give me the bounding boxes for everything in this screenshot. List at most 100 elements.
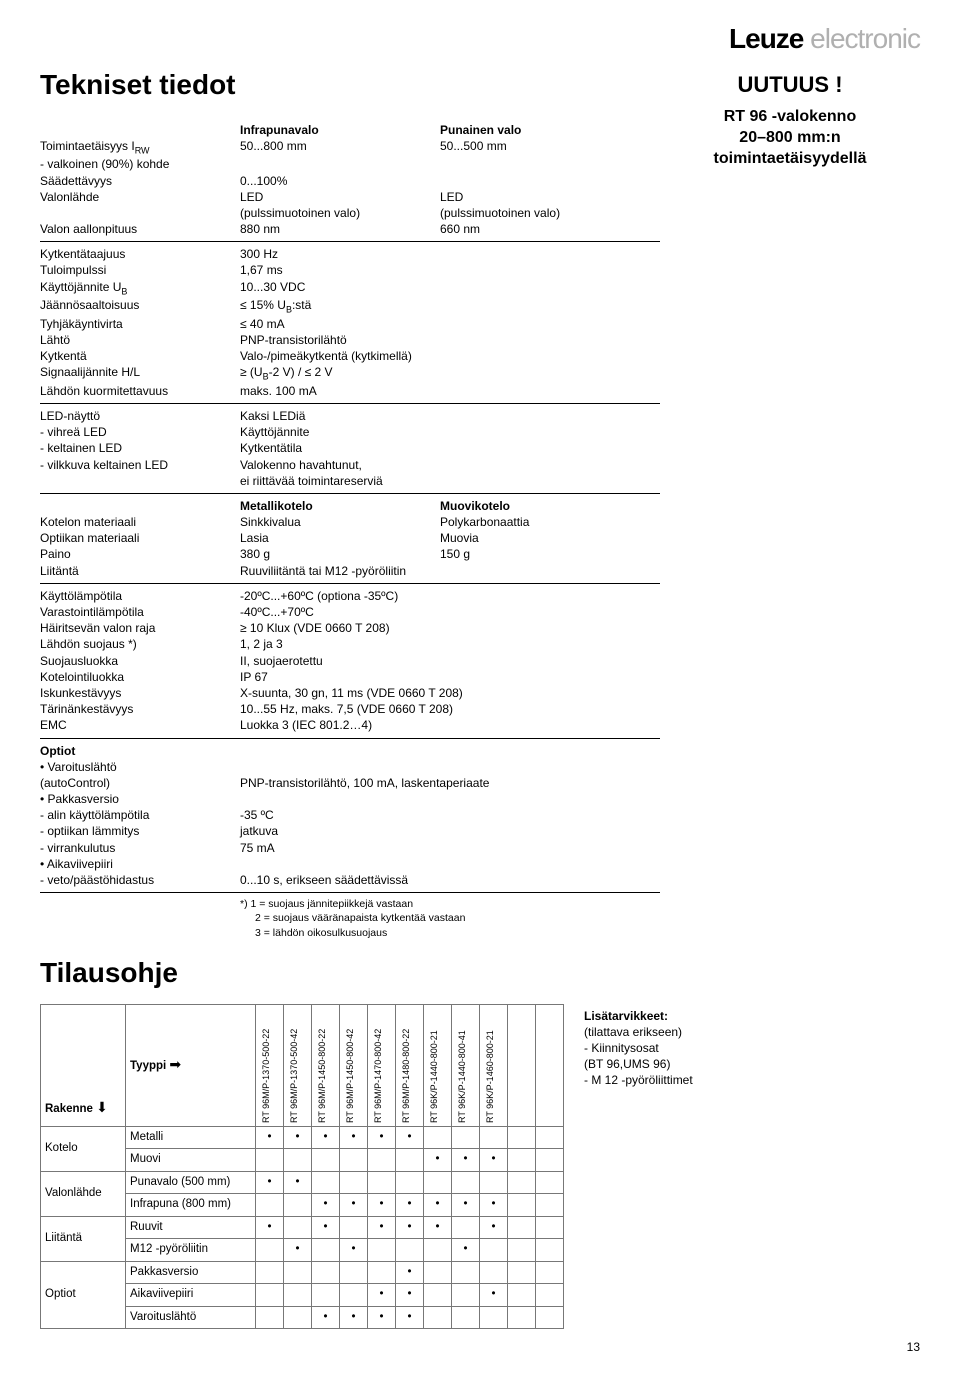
ambient-label: Häiritsevän valon raja [40, 620, 240, 636]
conn-label: Liitäntä [40, 563, 240, 579]
optics-metal: Lasia [240, 530, 440, 546]
shock-value: X-suunta, 30 gn, 11 ms (VDE 0660 T 208) [240, 685, 660, 701]
spec-block-environmental: Käyttölämpötila-20ºC...+60ºC (optiona -3… [40, 584, 660, 739]
order-dot: • [340, 1239, 368, 1262]
callout-line2: 20–800 mm:n [680, 128, 900, 149]
optemp-value: -20ºC...+60ºC (optiona -35ºC) [240, 588, 660, 604]
order-dot: • [396, 1194, 424, 1217]
accessories-l1: (tilattava erikseen) [584, 1024, 693, 1040]
footnote: *) 1 = suojaus jännitepiikkejä vastaan 2… [40, 897, 660, 940]
logo-bold: Leuze [729, 23, 803, 54]
switching-label: Kytkentä [40, 348, 240, 364]
order-type-col-0: RT 96M/P-1370-500-22 [256, 1004, 284, 1126]
order-dot [284, 1261, 312, 1284]
order-dot [312, 1261, 340, 1284]
order-dot [452, 1171, 480, 1194]
order-dot [480, 1306, 508, 1329]
order-category: Liitäntä [41, 1216, 126, 1261]
adjust-value: 0...100% [240, 173, 440, 189]
order-row-label: Varoituslähtö [126, 1306, 256, 1329]
header-infrared: Infrapunavalo [240, 122, 440, 138]
shock-label: Iskunkestävyys [40, 685, 240, 701]
class-label: Suojausluokka [40, 653, 240, 669]
adjust-label: Säädettävyys [40, 173, 240, 189]
order-row-label: Infrapuna (800 mm) [126, 1194, 256, 1217]
accessories-l2: - Kiinnitysosat [584, 1040, 693, 1056]
order-type-col-1: RT 96M/P-1370-500-42 [284, 1004, 312, 1126]
order-category: Optiot [41, 1261, 126, 1329]
weight-label: Paino [40, 546, 240, 562]
order-dot: • [480, 1216, 508, 1239]
order-dot: • [312, 1126, 340, 1149]
class-value: II, suojaerotettu [240, 653, 660, 669]
order-blank-cell [508, 1126, 536, 1149]
order-dot: • [480, 1284, 508, 1307]
order-dot: • [452, 1194, 480, 1217]
order-blank-cell [536, 1306, 564, 1329]
order-blank-cell [508, 1284, 536, 1307]
timer-sub-value: 0...10 s, erikseen säädettävissä [240, 872, 660, 888]
order-dot [452, 1306, 480, 1329]
load-label: Lähdön kuormitettavuus [40, 383, 240, 399]
order-dot [480, 1261, 508, 1284]
frost-label: Pakkasversio [40, 791, 240, 807]
ip-label: Kotelointiluokka [40, 669, 240, 685]
optics-label: Optiikan materiaali [40, 530, 240, 546]
green-led-label: - vihreä LED [40, 424, 240, 440]
range-ir: 50...800 mm [240, 138, 440, 157]
emc-value: Luokka 3 (IEC 801.2…4) [240, 717, 660, 733]
order-blank-cell [536, 1126, 564, 1149]
order-dot: • [452, 1149, 480, 1172]
order-row-label: Aikaviivepiiri [126, 1284, 256, 1307]
order-dot: • [396, 1261, 424, 1284]
order-type-col-8: RT 96K/P-1460-800-21 [480, 1004, 508, 1126]
ripple-value: ≤ 15% UB:stä [240, 297, 660, 316]
vibration-value: 10...55 Hz, maks. 7,5 (VDE 0660 T 208) [240, 701, 660, 717]
switching-value: Valo-/pimeäkytkentä (kytkimellä) [240, 348, 660, 364]
order-blank-cell [536, 1194, 564, 1217]
order-dot: • [368, 1216, 396, 1239]
order-rakenne-head: Rakenne ⬇ [41, 1004, 126, 1126]
housing-plastic: Polykarbonaattia [440, 514, 660, 530]
order-dot: • [396, 1216, 424, 1239]
order-dot [480, 1239, 508, 1262]
order-blank-cell [536, 1261, 564, 1284]
range-label: Toimintaetäisyys IRW [40, 138, 240, 157]
weight-metal: 380 g [240, 546, 440, 562]
order-dot: • [256, 1126, 284, 1149]
order-dot [312, 1149, 340, 1172]
led-label: LED-näyttö [40, 408, 240, 424]
order-dot [368, 1261, 396, 1284]
freq-value: 300 Hz [240, 246, 660, 262]
source-red-note: (pulssimuotoinen valo) [440, 205, 660, 221]
timer-sub-label: - veto/päästöhidastus [40, 872, 240, 888]
footnote-l2: 2 = suojaus vääränapaista kytkentää vast… [240, 911, 660, 925]
pulse-label: Tuloimpulssi [40, 262, 240, 278]
sttemp-label: Varastointilämpötila [40, 604, 240, 620]
order-dot [368, 1149, 396, 1172]
order-dot [256, 1239, 284, 1262]
frost-b-label: - optiikan lämmitys [40, 823, 240, 839]
page-number: 13 [40, 1339, 920, 1355]
order-row-label: Pakkasversio [126, 1261, 256, 1284]
order-dot [424, 1306, 452, 1329]
order-dot: • [396, 1284, 424, 1307]
accessories-l3: (BT 96,UMS 96) [584, 1056, 693, 1072]
order-dot [396, 1171, 424, 1194]
order-dot: • [480, 1194, 508, 1217]
footnote-l3: 3 = lähdön oikosulkusuojaus [240, 926, 660, 940]
order-dot: • [256, 1171, 284, 1194]
options-heading: Optiot [40, 743, 240, 759]
load-value: maks. 100 mA [240, 383, 660, 399]
signal-label: Signaalijännite H/L [40, 364, 240, 383]
weight-plastic: 150 g [440, 546, 660, 562]
callout-heading: UUTUUS ! [680, 70, 900, 100]
order-type-col-3: RT 96M/P-1450-800-42 [340, 1004, 368, 1126]
wavelength-label: Valon aallonpituus [40, 221, 240, 237]
yellow-led-label: - keltainen LED [40, 440, 240, 456]
idle-label: Tyhjäkäyntivirta [40, 316, 240, 332]
warn-value: PNP-transistorilähtö, 100 mA, laskentape… [240, 775, 660, 791]
output-label: Lähtö [40, 332, 240, 348]
order-dot [368, 1239, 396, 1262]
order-dot: • [312, 1306, 340, 1329]
